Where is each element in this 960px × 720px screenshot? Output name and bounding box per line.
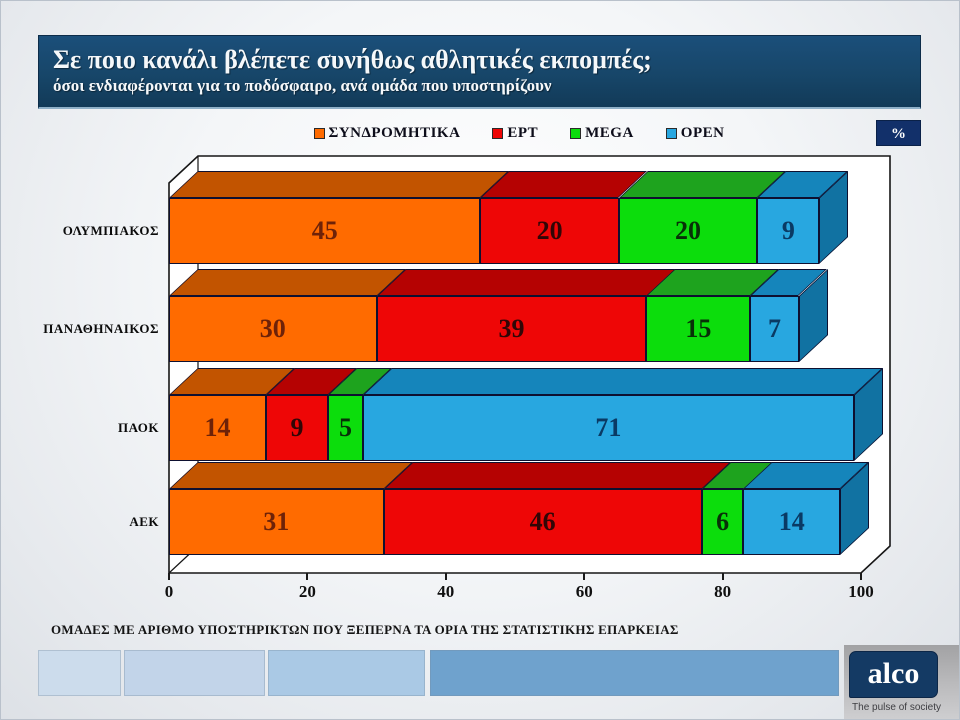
bar-segment [646, 296, 751, 362]
x-axis-tick [860, 573, 862, 580]
legend-swatch [665, 127, 677, 139]
bar-segment [169, 395, 266, 461]
x-axis-tick [306, 573, 309, 580]
legend-item: ΣΥΝΔΡΟΜΗΤΙΚΑ [313, 124, 461, 142]
logo-panel: alco The pulse of society [844, 645, 959, 719]
x-axis-tick [583, 573, 586, 580]
logo-tagline: The pulse of society [852, 702, 941, 713]
bar-segment [376, 296, 647, 362]
x-tick-label: 0 [164, 582, 174, 601]
bar-segment [265, 395, 329, 461]
chart-subtitle: όσοι ενδιαφέρονται για το ποδόσφαιρο, αν… [53, 76, 552, 95]
legend-label: ΕΡΤ [507, 124, 539, 141]
bar-segment-top-face [169, 462, 413, 489]
x-tick-label: 40 [437, 582, 455, 601]
x-axis-tick [444, 573, 447, 580]
bar-value-label: 14 [778, 507, 805, 536]
bar-segment [383, 489, 702, 555]
bar-segment-top-face [383, 462, 731, 489]
legend-label: OPEN [680, 124, 725, 141]
bar-value-label: 14 [204, 413, 231, 442]
category-label: ΟΛΥΜΠΙΑΚΟΣ [62, 223, 159, 238]
bar-value-label: 46 [529, 507, 556, 536]
decor-strip-rect [38, 650, 121, 696]
bar-value-label: 7 [767, 314, 781, 343]
bar-value-label: 9 [781, 216, 795, 245]
bar-segment [480, 198, 619, 264]
category-label: ΠΑΝΑΘΗΝΑΙΚΟΣ [43, 321, 159, 336]
bar-segment-top-face [376, 269, 676, 296]
x-tick-label: 20 [298, 582, 316, 601]
bar-segment [169, 489, 384, 555]
bar-value-label: 5 [338, 413, 352, 442]
legend-swatch [313, 127, 325, 139]
title-box: Σε ποιο κανάλι βλέπετε συνήθως αθλητικές… [38, 35, 921, 109]
legend-label: ΣΥΝΔΡΟΜΗΤΙΚΑ [328, 124, 461, 141]
decor-strip-rect [124, 650, 265, 696]
bar-segment-top-face [169, 171, 510, 198]
bar-value-label: 71 [595, 413, 622, 442]
decor-strip-rect [430, 650, 839, 696]
alco-logo: alco [849, 651, 938, 698]
bar-value-label: 9 [290, 413, 304, 442]
legend-label: MEGA [585, 124, 634, 141]
x-axis-tick [721, 573, 724, 580]
percent-unit-badge: % [876, 120, 921, 146]
bar-segment [618, 198, 758, 264]
x-tick-label: 100 [848, 582, 874, 601]
bar-value-label: 20 [674, 216, 701, 245]
chart-title: Σε ποιο κανάλι βλέπετε συνήθως αθλητικές… [53, 45, 652, 74]
x-tick-label: 80 [714, 582, 732, 601]
bar-segment [750, 296, 799, 362]
bar-value-label: 39 [498, 314, 525, 343]
category-label: ΠΑΟΚ [118, 420, 159, 435]
bar-segment [169, 296, 377, 362]
bar-segment [328, 395, 363, 461]
bar-segment-top-face [362, 368, 884, 395]
footnote: ΟΜΑΔΕΣ ΜΕ ΑΡΙΘΜΟ ΥΠΟΣΤΗΡΙΚΤΩΝ ΠΟΥ ΞΕΠΕΡΝ… [51, 622, 679, 637]
category-label: ΑΕΚ [129, 514, 159, 529]
bar-value-label: 6 [716, 507, 730, 536]
x-tick-label: 60 [575, 582, 593, 601]
bar-value-label: 15 [685, 314, 712, 343]
legend-item: ΕΡΤ [492, 125, 538, 142]
bar-segment [743, 489, 841, 555]
legend-swatch [570, 127, 582, 139]
legend-item: MEGA [570, 125, 634, 142]
bar-value-label: 45 [311, 216, 338, 245]
bar-segment [169, 198, 481, 264]
bar-value-label: 20 [536, 216, 563, 245]
legend: ΣΥΝΔΡΟΜΗΤΙΚΑ ΕΡΤ MEGA OPEN [169, 122, 869, 144]
decor-strip-rect [268, 650, 425, 696]
bar-segment [757, 198, 820, 264]
bar-segment-top-face [169, 269, 406, 296]
x-axis-tick [168, 573, 170, 580]
bar-segment [701, 489, 744, 555]
bar-value-label: 30 [259, 314, 286, 343]
legend-swatch [492, 127, 504, 139]
bar-value-label: 31 [263, 507, 290, 536]
bar-segment [362, 395, 855, 461]
legend-item: OPEN [665, 124, 725, 142]
